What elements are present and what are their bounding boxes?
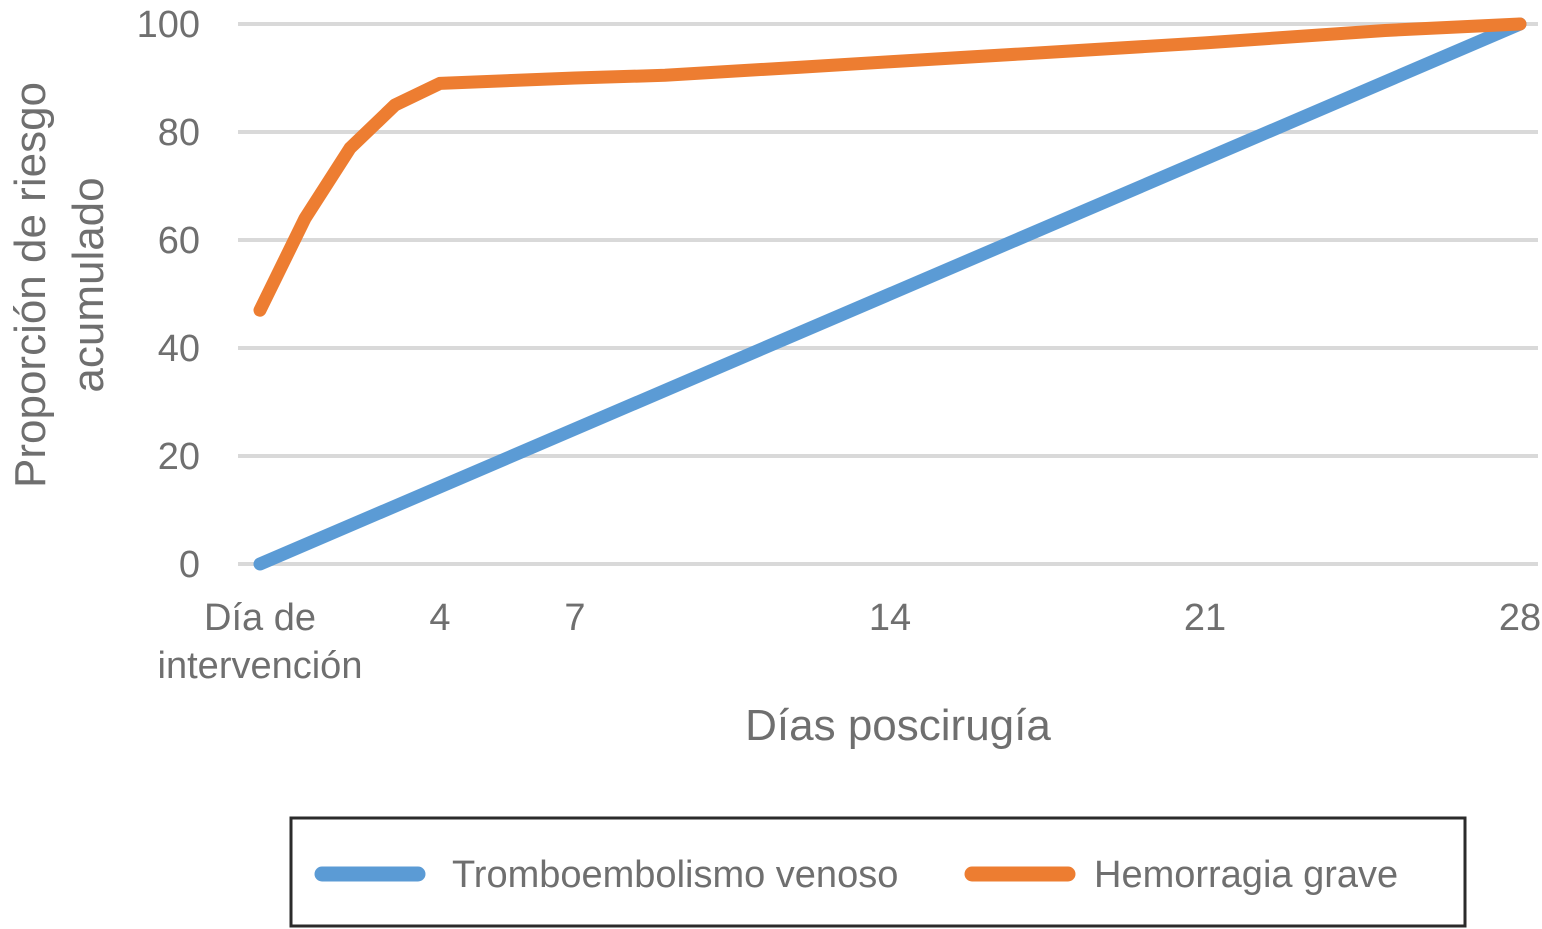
y-tick-label: 40: [158, 328, 200, 370]
series-line-2: [253, 17, 1527, 317]
legend-box: [289, 816, 1467, 928]
x-tick-label: 4: [429, 597, 450, 639]
x-axis-tick-labels: Día de intervención 4 7 14 21 28: [158, 597, 1542, 687]
legend: Tromboembolismo venoso Hemorragia grave: [289, 816, 1467, 928]
y-axis-title: Proporción de riesgo acumulado: [6, 82, 113, 488]
x-tick-label: Día de intervención: [158, 597, 363, 687]
legend-item: Tromboembolismo venoso: [314, 854, 898, 896]
y-tick-label: 0: [179, 544, 200, 586]
legend-label: Hemorragia grave: [1094, 854, 1398, 896]
x-tick-label: 7: [564, 597, 585, 639]
series-line-1: [253, 17, 1527, 571]
y-tick-label: 60: [158, 220, 200, 262]
gridlines: [238, 22, 1538, 566]
y-tick-label: 80: [158, 112, 200, 154]
legend-label: Tromboembolismo venoso: [452, 854, 898, 896]
x-tick-label: 28: [1499, 597, 1541, 639]
y-tick-label: 100: [137, 4, 200, 46]
y-tick-label: 20: [158, 436, 200, 478]
series-lines: [253, 17, 1527, 571]
x-axis-title: Días poscirugía: [745, 701, 1051, 750]
y-axis-tick-labels: 0 20 40 60 80 100: [137, 4, 200, 586]
legend-item: Hemorragia grave: [964, 854, 1398, 896]
x-tick-label: 14: [869, 597, 911, 639]
x-tick-label: 21: [1184, 597, 1226, 639]
